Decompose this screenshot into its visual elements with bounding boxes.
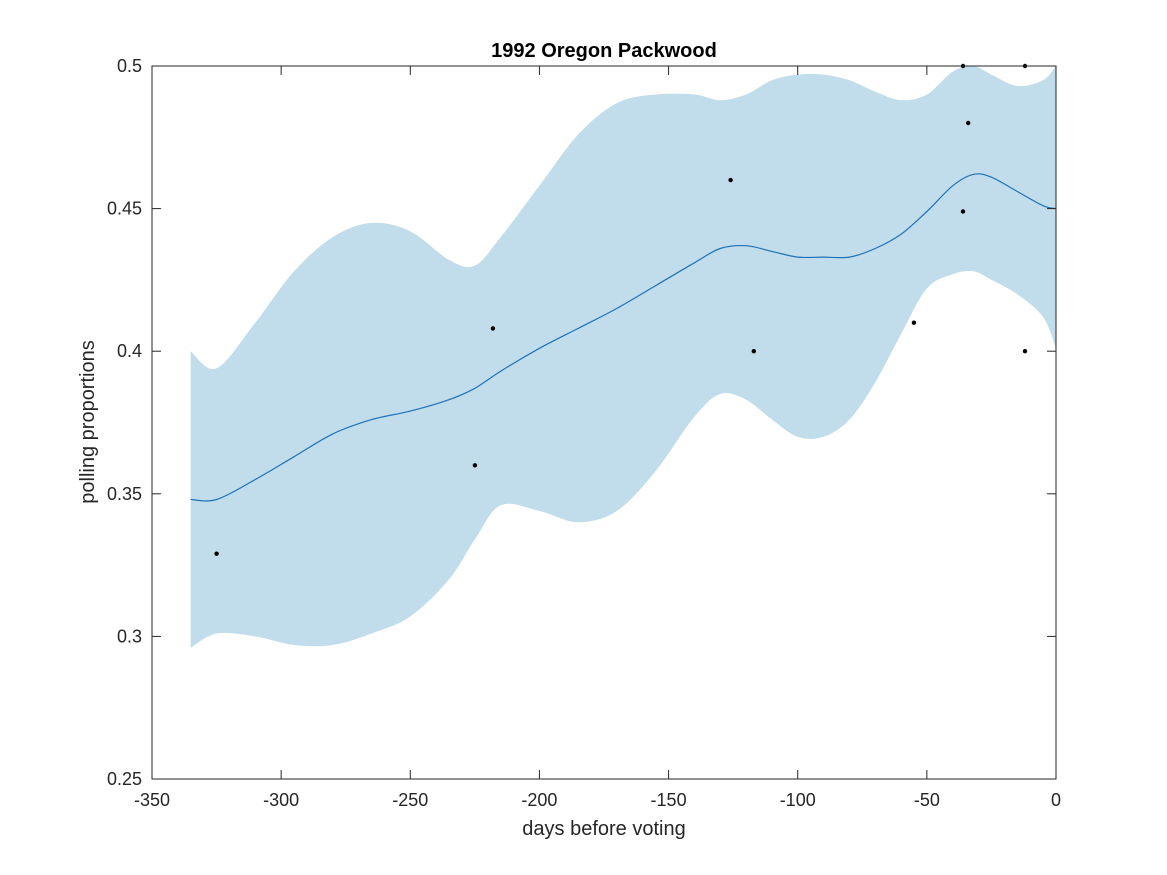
x-tick-label: -50	[914, 790, 940, 810]
confidence-band	[190, 65, 1056, 648]
x-axis-label: days before voting	[522, 818, 685, 840]
data-point	[472, 463, 478, 468]
x-tick-label: -250	[392, 790, 428, 810]
data-point	[960, 209, 966, 214]
data-point	[1022, 349, 1028, 354]
x-tick-label: -200	[521, 790, 557, 810]
data-point	[214, 551, 219, 556]
x-tick-label: -100	[780, 790, 816, 810]
data-point	[911, 320, 917, 325]
chart-title: 1992 Oregon Packwood	[491, 40, 717, 62]
series-layer	[190, 63, 1057, 648]
data-point	[728, 177, 733, 183]
data-point	[966, 120, 971, 126]
axes-box	[151, 65, 1057, 780]
y-tick-label: 0.45	[107, 199, 142, 219]
y-tick-label: 0.5	[117, 56, 142, 76]
y-tick-label: 0.35	[107, 484, 142, 504]
x-tick-label: -300	[263, 790, 299, 810]
y-tick-label: 0.4	[117, 341, 142, 361]
x-tick-label: -150	[651, 790, 687, 810]
tick-layer: -350 -300 -250 -200 -150 -100 -50 0 0.25 0.3 0.35 0…	[107, 56, 1061, 810]
data-point	[751, 349, 756, 354]
x-tick-label: 0	[1051, 790, 1061, 810]
y-tick-label: 0.3	[117, 626, 142, 646]
y-tick-label: 0.25	[107, 769, 142, 789]
y-axis-label: polling proportions	[77, 340, 99, 503]
data-point	[490, 326, 496, 331]
fitted-line	[190, 173, 1057, 502]
x-tick-label: -350	[134, 790, 170, 810]
